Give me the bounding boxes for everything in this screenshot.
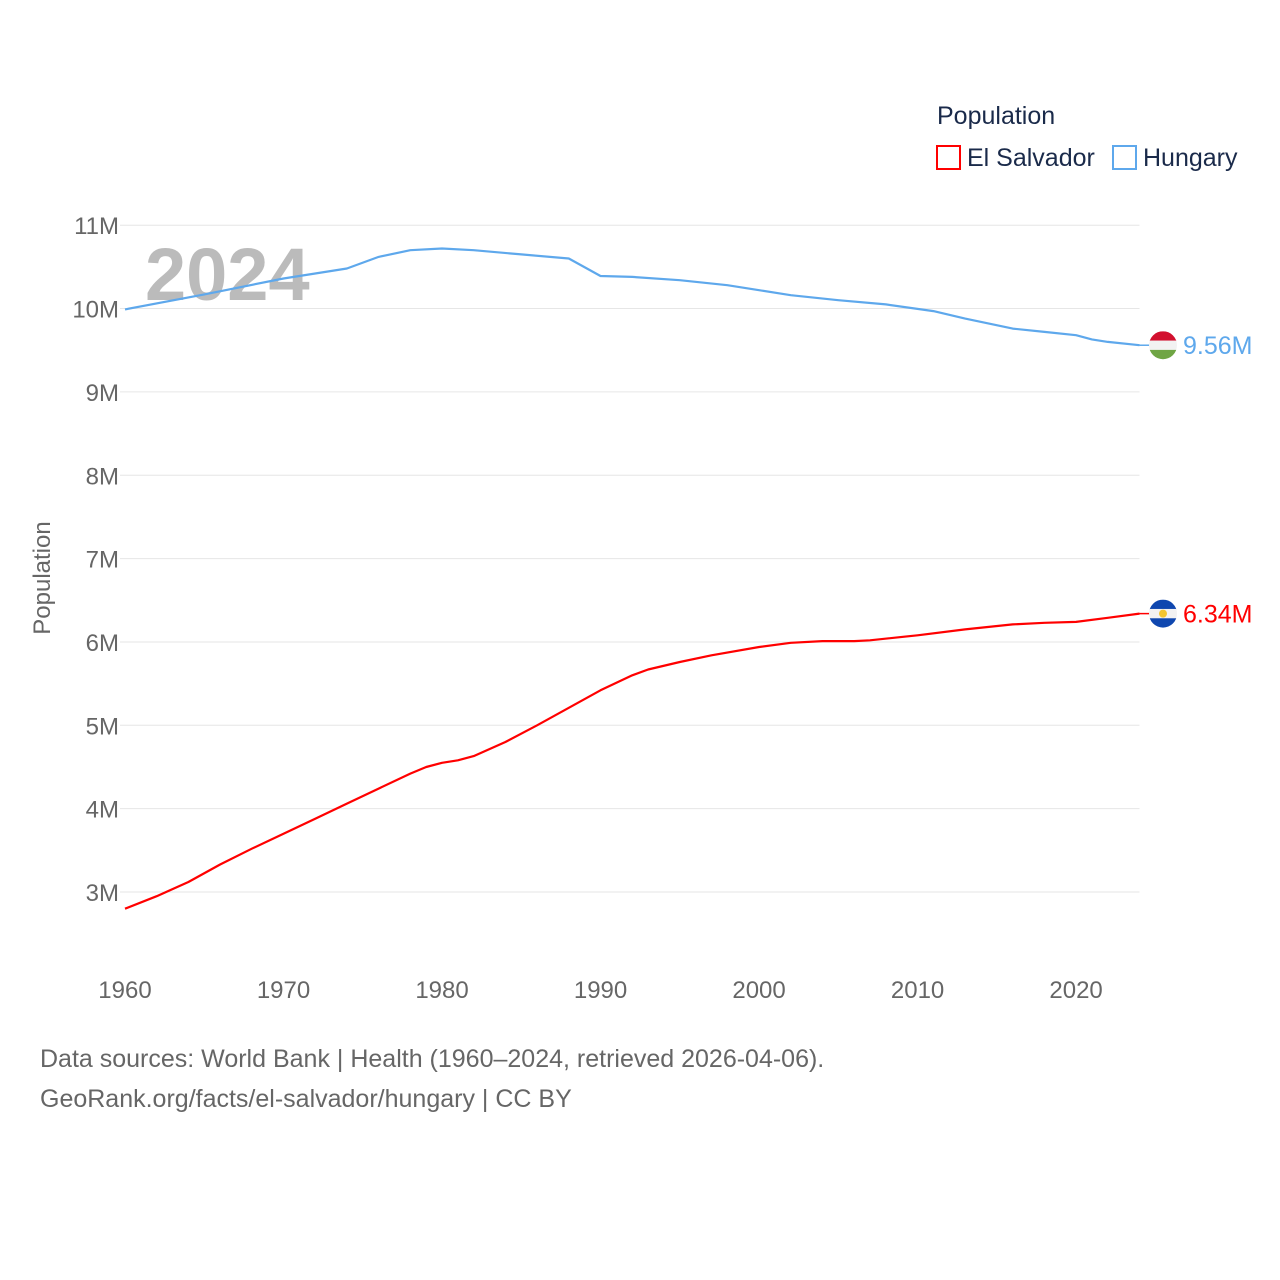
- x-tick-label: 2020: [1049, 977, 1102, 1004]
- year-watermark: 2024: [145, 233, 310, 316]
- footer-sources: Data sources: World Bank | Health (1960–…: [40, 1045, 825, 1073]
- y-axis-label: Population: [29, 521, 56, 634]
- x-tick-label: 2010: [891, 977, 944, 1004]
- y-tick-label: 4M: [86, 797, 119, 824]
- y-tick-label: 6M: [86, 630, 119, 657]
- flag-stripe: [1149, 340, 1177, 351]
- x-tick-label: 1970: [257, 977, 310, 1004]
- legend-title: Population: [937, 102, 1055, 130]
- emblem: [1159, 609, 1167, 618]
- y-tick-label: 8M: [86, 463, 119, 490]
- x-tick-label: 1960: [98, 977, 151, 1004]
- legend: Population El Salvador Hungary: [936, 102, 1238, 172]
- legend-item-el-salvador[interactable]: El Salvador: [967, 144, 1095, 172]
- end-value-label-el-salvador: 6.34M: [1183, 601, 1252, 629]
- legend-swatch-el-salvador: [936, 145, 961, 170]
- hungary-flag-icon: [1149, 331, 1177, 360]
- y-tick-label: 11M: [74, 213, 119, 240]
- x-tick-label: 1990: [574, 977, 627, 1004]
- series-line-hungary: [124, 247, 1140, 347]
- flag-stripe: [1149, 618, 1177, 628]
- legend-item-hungary[interactable]: Hungary: [1143, 144, 1238, 172]
- y-tick-label: 9M: [86, 380, 119, 407]
- y-tick-label: 5M: [86, 713, 119, 740]
- flag-stripe: [1149, 599, 1177, 610]
- end-value-label-hungary: 9.56M: [1183, 332, 1252, 360]
- footer-attribution[interactable]: GeoRank.org/facts/el-salvador/hungary | …: [40, 1085, 572, 1113]
- y-tick-label: 10M: [72, 297, 119, 324]
- flag-stripe: [1149, 331, 1177, 342]
- y-tick-label: 7M: [86, 547, 119, 574]
- el-salvador-flag-icon: [1149, 599, 1177, 628]
- flag-stripe: [1149, 349, 1177, 360]
- x-tick-label: 2000: [732, 977, 785, 1004]
- y-tick-label: 3M: [86, 880, 119, 907]
- x-tick-label: 1980: [415, 977, 468, 1004]
- legend-swatch-hungary: [1112, 145, 1137, 170]
- series-line-el-salvador: [124, 612, 1140, 910]
